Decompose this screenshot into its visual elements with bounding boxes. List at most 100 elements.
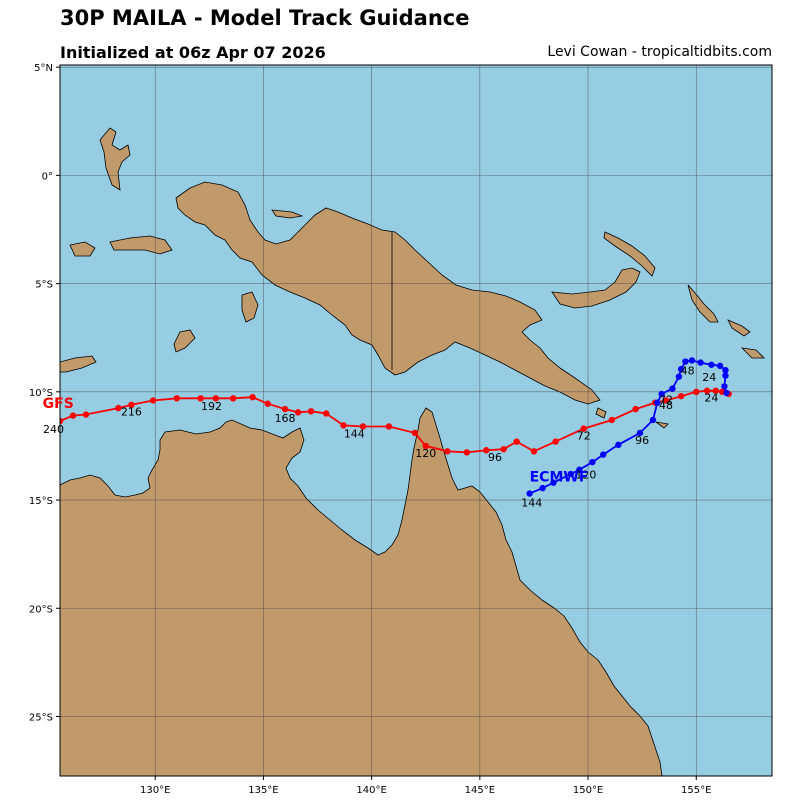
ecmwf-track-point: [567, 470, 574, 478]
gfs-hour-label: 168: [275, 412, 296, 425]
ecmwf-track-point: [688, 357, 696, 364]
gfs-track-point: [340, 422, 347, 429]
x-tick-label: 130°E: [140, 785, 170, 796]
map-frame: [59, 64, 773, 777]
ecmwf-track-point: [723, 389, 730, 397]
y-tick-label: 10°S: [29, 388, 53, 399]
timor-island: [60, 355, 97, 373]
halmahera-island: [99, 127, 131, 191]
x-tick-label: 150°E: [573, 785, 603, 796]
x-tick-label: 145°E: [465, 785, 495, 796]
ecmwf-track-point: [721, 383, 728, 390]
buru-island: [69, 241, 96, 257]
gfs-track-point: [60, 417, 64, 425]
gfs-track-point: [359, 423, 367, 430]
gfs-track-point: [229, 395, 237, 402]
gfs-track-point: [149, 397, 157, 404]
gfs-track-point: [69, 412, 77, 419]
x-tick-label: 155°E: [681, 785, 711, 796]
aru-islands: [241, 291, 259, 323]
track-labels: 24487296120144168192216240GFS24487296120…: [43, 365, 719, 510]
gfs-track-point: [463, 449, 471, 456]
ecmwf-track-point: [722, 372, 729, 379]
ecmwf-model-label: ECMWF: [530, 470, 589, 486]
x-tick-label: 135°E: [248, 785, 278, 796]
y-tick-label: 15°S: [29, 496, 53, 507]
new-britain-island: [551, 267, 641, 309]
ecmwf-hour-label: 144: [521, 497, 542, 510]
gfs-track-point: [530, 448, 538, 455]
ecmwf-track-point: [675, 373, 683, 380]
ecmwf-track-point: [722, 366, 729, 374]
gfs-track-point: [712, 387, 719, 394]
gfs-track-point: [212, 395, 220, 402]
ecmwf-hour-label: 72: [659, 394, 673, 407]
ecmwf-hour-label: 48: [681, 365, 695, 378]
ecmwf-track-point: [576, 466, 583, 473]
gfs-hour-label: 144: [344, 427, 365, 440]
bougainville-island: [687, 284, 719, 323]
y-tick-label: 0°: [42, 171, 53, 182]
track-layer: [60, 357, 732, 497]
tanimbar-island: [173, 329, 196, 353]
gfs-track-point: [444, 448, 451, 455]
ecmwf-track-point: [539, 484, 546, 492]
gfs-track-point: [703, 387, 711, 394]
gfs-hour-label: 192: [201, 400, 222, 413]
ecmwf-track-point: [677, 365, 685, 373]
gfs-hour-label: 96: [488, 451, 502, 464]
gfs-track-point: [115, 404, 122, 412]
ecmwf-hour-label: 120: [575, 468, 596, 481]
yapen-island: [271, 209, 304, 219]
ecmwf-track-point: [716, 362, 724, 370]
gfs-hour-label: 48: [659, 399, 673, 412]
gfs-hour-label: 240: [43, 423, 64, 436]
ecmwf-hour-label: 24: [702, 371, 716, 384]
gfs-track-point: [411, 429, 419, 437]
ecmwf-track-point: [599, 451, 607, 458]
gfs-track-point: [483, 447, 490, 454]
gfs-track-point: [128, 401, 135, 409]
gfs-track-point: [608, 416, 616, 424]
gfs-track-point: [500, 445, 507, 453]
gfs-hour-label: 24: [704, 392, 718, 405]
gfs-track-point: [422, 442, 429, 450]
credit-text: Levi Cowan - tropicaltidbits.com: [547, 44, 772, 60]
ecmwf-track-point: [708, 361, 715, 368]
y-tick-label: 5°S: [35, 280, 53, 291]
y-tick-label: 5°N: [34, 63, 53, 74]
gfs-track-point: [281, 405, 289, 413]
gfs-track-point: [264, 400, 271, 407]
gfs-model-label: GFS: [43, 396, 74, 412]
gfs-track-point: [693, 388, 700, 396]
init-time-subtitle: Initialized at 06z Apr 07 2026: [60, 43, 326, 62]
gfs-track-point: [513, 438, 520, 445]
solomon-islands: [727, 319, 765, 359]
new-ireland-island: [603, 231, 656, 277]
gfs-track-point: [677, 392, 685, 400]
gfs-track-point: [632, 405, 639, 413]
gfs-hour-label: 72: [577, 429, 591, 442]
gfs-track-point: [322, 410, 330, 417]
ecmwf-track-point: [615, 441, 622, 449]
gfs-track-point: [249, 394, 256, 401]
ecmwf-track-point: [658, 390, 665, 398]
ecmwf-track-point: [669, 385, 676, 392]
seram-island: [109, 235, 173, 255]
gfs-track-point: [197, 395, 204, 402]
chart-title: 30P MAILA - Model Track Guidance: [60, 6, 470, 30]
gfs-track-point: [294, 409, 302, 416]
gfs-track-point: [307, 408, 315, 415]
lat-lon-grid: [60, 65, 772, 776]
y-tick-label: 25°S: [29, 712, 53, 723]
x-tick-label: 140°E: [356, 785, 386, 796]
gfs-track-point: [173, 395, 181, 402]
y-tick-label: 20°S: [29, 604, 53, 615]
ecmwf-track-point: [550, 479, 557, 486]
gfs-hour-label: 216: [121, 406, 142, 419]
gfs-track-point: [552, 438, 559, 445]
ecmwf-hour-label: 96: [635, 434, 649, 447]
ecmwf-track-point: [654, 399, 661, 406]
axis-ticks: 130°E 135°E 140°E 145°E 150°E 155°E 5°N 0° 5°S 10…: [29, 63, 712, 796]
